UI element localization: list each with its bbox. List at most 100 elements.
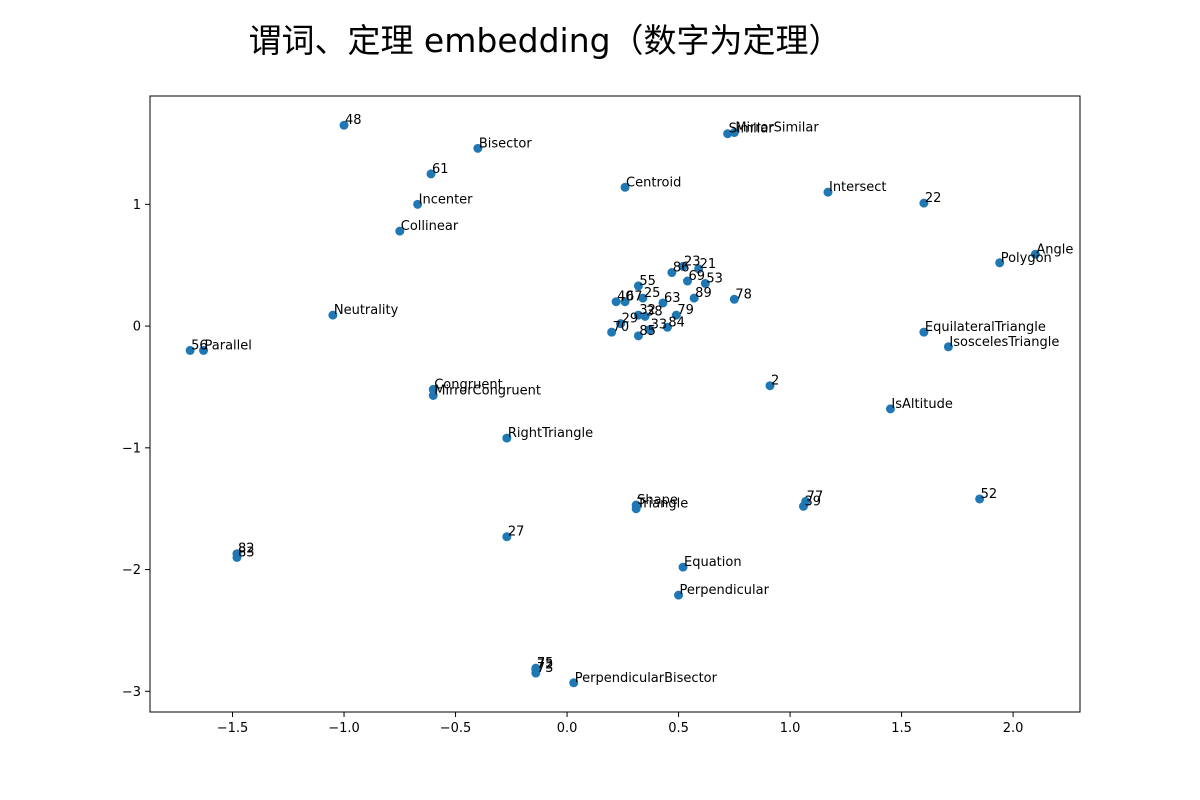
data-point-label: Bisector	[479, 136, 532, 151]
data-point-label: 61	[432, 162, 449, 177]
data-point	[531, 668, 541, 678]
data-point-label: 48	[345, 113, 362, 128]
data-point-label: Collinear	[401, 219, 459, 234]
data-point	[199, 345, 209, 355]
data-point-label: 56	[191, 338, 208, 353]
x-tick-label: −0.5	[440, 721, 472, 736]
data-point	[689, 293, 699, 303]
data-point	[1030, 249, 1040, 259]
data-point	[667, 268, 677, 278]
data-point-label: 67	[626, 290, 643, 305]
data-point	[678, 562, 688, 572]
data-point-label: 25	[644, 286, 661, 301]
data-point-label: 21	[700, 257, 717, 272]
data-point-label: Congruent	[434, 377, 502, 392]
data-point-label: Intersect	[829, 180, 887, 195]
data-point-label: Perpendicular	[680, 583, 770, 598]
data-point-label: Similar	[729, 122, 775, 137]
data-point-label: 40	[617, 290, 634, 305]
data-point-label: Incenter	[419, 192, 474, 207]
data-point	[640, 311, 650, 321]
data-point-label: 75	[537, 656, 554, 671]
y-axis: 1 0 −1 −2 −3	[122, 198, 150, 700]
data-point-label: 23	[684, 254, 701, 269]
data-point-label: 82	[238, 542, 255, 557]
data-point	[885, 404, 895, 414]
x-tick-label: 2.0	[1003, 721, 1024, 736]
data-point-label: 85	[639, 324, 656, 339]
data-point-label: 27	[508, 525, 525, 540]
data-point-label: MirrorSimilar	[735, 121, 819, 136]
x-tick-label: −1.5	[217, 721, 249, 736]
data-point	[723, 129, 733, 139]
data-point	[975, 494, 985, 504]
data-point-label: MirrorCongruent	[434, 383, 541, 398]
data-point	[729, 128, 739, 138]
data-point-label: RightTriangle	[508, 426, 593, 441]
y-tick-label: −1	[122, 441, 141, 456]
data-point-label: Angle	[1036, 242, 1073, 257]
x-axis: −1.5 −1.0 −0.5 0.0 0.5 1.0 1.5 2.0	[217, 712, 1024, 736]
data-point-label: 53	[706, 271, 723, 286]
data-point-label: 38	[646, 304, 663, 319]
data-point	[678, 261, 688, 271]
x-tick-label: 1.0	[780, 721, 801, 736]
data-point	[633, 310, 643, 320]
data-point-label: Triangle	[636, 497, 688, 512]
data-point-label: Equation	[684, 555, 742, 570]
data-point	[232, 552, 242, 562]
point-labels: 48 Bisector 61 Incenter Collinear Neutrality 5…	[191, 113, 1073, 686]
data-point-label: 52	[981, 487, 998, 502]
data-point	[995, 258, 1005, 268]
data-point	[694, 264, 704, 274]
data-point-label: IsAltitude	[891, 397, 952, 412]
data-point	[823, 187, 833, 197]
data-point-label: EquilateralTriangle	[925, 320, 1046, 335]
data-point-label: 86	[673, 261, 690, 276]
data-point	[633, 281, 643, 291]
data-point	[658, 298, 668, 308]
data-point-label: 73	[537, 661, 554, 676]
data-point-label: 77	[807, 489, 824, 504]
data-point	[426, 169, 436, 179]
data-point-label: 33	[651, 318, 668, 333]
data-point-label: 55	[639, 274, 656, 289]
data-point	[428, 390, 438, 400]
data-point	[919, 198, 929, 208]
data-point-label: 78	[735, 287, 752, 302]
data-point	[633, 331, 643, 341]
y-tick-label: −3	[122, 685, 141, 700]
y-tick-label: 0	[133, 320, 141, 335]
data-point	[339, 120, 349, 130]
data-point-label: 69	[688, 269, 705, 284]
data-point	[729, 294, 739, 304]
data-point	[395, 226, 405, 236]
chart-title: 谓词、定理 embedding（数字为定理）	[248, 21, 842, 60]
data-point	[473, 143, 483, 153]
data-point	[502, 433, 512, 443]
data-point	[919, 327, 929, 337]
data-point-label: 22	[925, 191, 942, 206]
data-points	[185, 120, 1040, 688]
data-point	[185, 345, 195, 355]
data-point	[620, 182, 630, 192]
data-point-label: 79	[677, 303, 694, 318]
data-point	[645, 325, 655, 335]
data-point-label: IsoscelesTriangle	[949, 335, 1059, 350]
data-point	[700, 278, 710, 288]
y-tick-label: −2	[122, 563, 141, 578]
data-point	[671, 310, 681, 320]
data-point	[502, 532, 512, 542]
x-tick-label: 1.5	[891, 721, 912, 736]
data-point	[631, 504, 641, 514]
data-point-label: 83	[238, 545, 255, 560]
data-point-label: 2	[771, 374, 779, 389]
data-point-label: 70	[613, 320, 630, 335]
data-point	[682, 276, 692, 286]
data-point	[611, 297, 621, 307]
data-point-label: Parallel	[205, 338, 252, 353]
data-point-label: Polygon	[1001, 251, 1052, 266]
data-point-label: 39	[804, 494, 821, 509]
data-point	[662, 322, 672, 332]
